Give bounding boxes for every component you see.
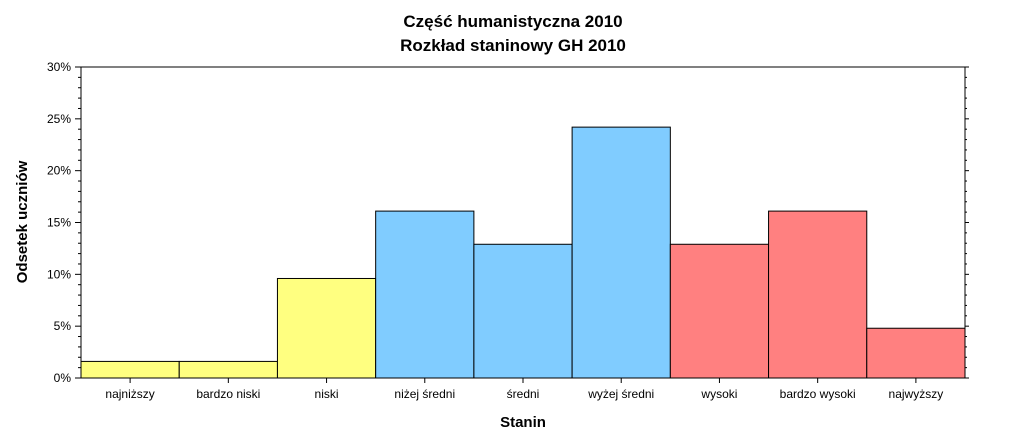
y-tick-label: 0% [54, 371, 72, 385]
ticks-group: 0% 5% 10% 15% 20% 25% 30% [47, 60, 969, 385]
x-tick-label: najwyższy [889, 387, 944, 401]
y-tick-label: 15% [47, 216, 71, 230]
chart-title: Część humanistyczna 2010 [403, 12, 622, 31]
bar-1 [80, 360, 180, 379]
x-tick-label: niski [315, 387, 339, 401]
y-tick-label: 10% [47, 267, 71, 281]
y-tick-label: 5% [54, 319, 72, 333]
x-tick-label: wyżej średni [587, 387, 654, 401]
bar-5 [473, 243, 573, 379]
y-tick-label: 20% [47, 164, 71, 178]
bar-3 [276, 277, 377, 379]
bars-group [80, 126, 966, 379]
x-tick-label: średni [507, 387, 540, 401]
y-tick-label: 25% [47, 112, 71, 126]
chart-subtitle: Rozkład staninowy GH 2010 [400, 36, 626, 55]
bar-7 [669, 243, 770, 379]
bar-9 [866, 327, 966, 379]
category-labels-group: najniższy bardzo niski niski niżej średni śr… [105, 378, 943, 401]
bar-8 [768, 210, 868, 379]
bar-2 [178, 360, 278, 379]
y-tick-label: 30% [47, 60, 71, 74]
bar-6 [571, 126, 671, 379]
x-tick-label: niżej średni [394, 387, 455, 401]
x-axis-title: Stanin [500, 414, 546, 431]
x-tick-label: wysoki [700, 387, 737, 401]
x-tick-label: bardzo niski [196, 387, 260, 401]
bar-4 [375, 210, 475, 379]
plot-frame [80, 66, 966, 379]
y-axis-title: Odsetek uczniów [14, 160, 31, 283]
x-tick-label: najniższy [105, 387, 154, 401]
x-tick-label: bardzo wysoki [780, 387, 856, 401]
